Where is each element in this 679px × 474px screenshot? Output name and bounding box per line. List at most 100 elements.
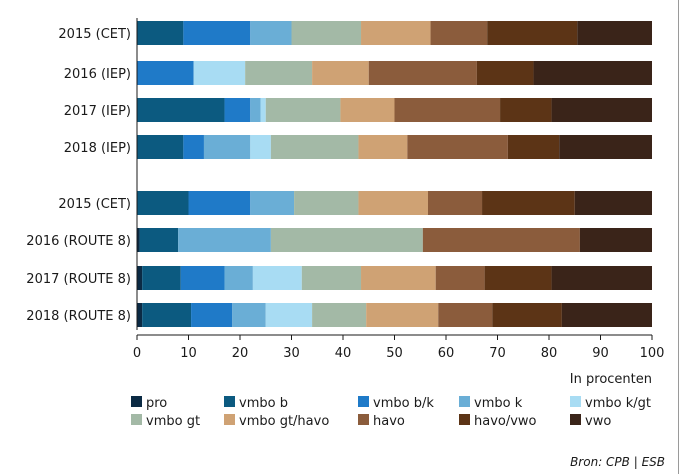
legend-label-havo: havo: [373, 414, 405, 429]
bar-segment-vmbo-b-k-row-3: [224, 98, 251, 122]
bar-segment-vmbo-gt-row-3: [265, 98, 341, 122]
legend-label-havo-vwo: havo/vwo: [474, 414, 537, 429]
bar-segment-havo-row-1: [430, 21, 488, 45]
legend-label-vmbo-gt-havo: vmbo gt/havo: [239, 414, 329, 429]
bar-segment-vmbo-b-k-row-5: [188, 191, 251, 215]
bar-segment-vwo-row-5: [574, 191, 652, 215]
bar-segment-vmbo-b-row-1: [137, 21, 184, 45]
bar-segment-vmbo-gt-havo-row-1: [361, 21, 431, 45]
legend-swatch-vmbo-b: [224, 396, 235, 407]
x-tick-label-10: 10: [180, 346, 197, 361]
legend-swatch-vwo: [570, 414, 581, 425]
legend-item-vmbo-k: vmbo k: [459, 396, 523, 411]
bar-segment-vwo-row-8: [561, 303, 652, 327]
bar-segment-havo-row-3: [394, 98, 501, 122]
legend-label-vmbo-b-k: vmbo b/k: [373, 396, 434, 411]
x-tick-label-90: 90: [592, 346, 609, 361]
bar-segment-vmbo-k-gt-row-7: [252, 266, 302, 290]
bar-segment-havo-row-5: [427, 191, 483, 215]
category-label-row-8: 2018 (ROUTE 8): [26, 309, 131, 324]
legend-item-vmbo-gt: vmbo gt: [131, 414, 200, 429]
bar-segment-vmbo-gt-havo-row-8: [366, 303, 439, 327]
bar-segment-vmbo-k-row-1: [250, 21, 292, 45]
legend-swatch-vmbo-gt-havo: [224, 414, 235, 425]
legend-label-vmbo-gt: vmbo gt: [146, 414, 200, 429]
bar-segment-havo-vwo-row-8: [492, 303, 562, 327]
bar-segment-havo-vwo-row-7: [484, 266, 552, 290]
bar-segment-vwo-row-6: [579, 228, 652, 252]
x-axis-title: In procenten: [570, 372, 652, 387]
bar-segment-vmbo-b-row-5: [137, 191, 189, 215]
category-label-row-4: 2018 (IEP): [64, 141, 131, 156]
x-tick-label-20: 20: [232, 346, 249, 361]
legend-item-vmbo-k-gt: vmbo k/gt: [570, 396, 651, 411]
x-tick-label-70: 70: [489, 346, 506, 361]
bar-segment-vmbo-k-row-5: [250, 191, 295, 215]
bar-segment-vmbo-b-row-3: [137, 98, 225, 122]
bar-segment-havo-vwo-row-4: [507, 135, 560, 159]
bar-segment-vmbo-k-row-6: [178, 228, 271, 252]
bar-segment-pro-row-7: [137, 266, 143, 290]
legend-swatch-vmbo-b-k: [358, 396, 369, 407]
bar-segment-havo-row-6: [422, 228, 580, 252]
bar-segment-vmbo-b-k-row-2: [137, 61, 194, 85]
category-label-row-6: 2016 (ROUTE 8): [26, 234, 131, 249]
legend-swatch-pro: [131, 396, 142, 407]
bar-segment-vmbo-gt-row-4: [270, 135, 359, 159]
category-label-row-2: 2016 (IEP): [64, 67, 131, 82]
legend-label-vmbo-k: vmbo k: [474, 396, 523, 411]
legend-label-pro: pro: [146, 396, 167, 411]
bar-segment-vmbo-gt-havo-row-2: [312, 61, 369, 85]
category-label-row-7: 2017 (ROUTE 8): [26, 272, 131, 287]
x-tick-label-60: 60: [438, 346, 455, 361]
bar-segment-vmbo-k-gt-row-2: [193, 61, 246, 85]
bar-segment-vmbo-b-k-row-1: [183, 21, 251, 45]
legend-item-havo: havo: [358, 414, 405, 429]
bar-segment-vwo-row-4: [559, 135, 652, 159]
legend-swatch-vmbo-k: [459, 396, 470, 407]
bar-segment-havo-vwo-row-3: [500, 98, 552, 122]
legend-item-vmbo-b-k: vmbo b/k: [358, 396, 434, 411]
bar-segment-havo-row-8: [438, 303, 493, 327]
bar-segment-vwo-row-1: [577, 21, 652, 45]
bar-segment-vmbo-b-k-row-7: [180, 266, 225, 290]
bar-segment-pro-row-6: [137, 228, 140, 252]
x-tick-label-50: 50: [386, 346, 403, 361]
legend-label-vwo: vwo: [585, 414, 611, 429]
bar-segment-havo-row-4: [407, 135, 508, 159]
legend-item-pro: pro: [131, 396, 167, 411]
bar-segment-vmbo-b-row-4: [137, 135, 184, 159]
bar-segment-pro-row-8: [137, 303, 143, 327]
bar-segment-vmbo-b-row-6: [139, 228, 179, 252]
bar-segment-vmbo-gt-row-5: [294, 191, 359, 215]
bar-segment-vmbo-k-row-4: [203, 135, 251, 159]
legend-swatch-havo-vwo: [459, 414, 470, 425]
bar-segment-vmbo-k-gt-row-4: [250, 135, 271, 159]
legend-label-vmbo-b: vmbo b: [239, 396, 288, 411]
x-tick-label-80: 80: [541, 346, 558, 361]
bar-segment-havo-vwo-row-5: [482, 191, 575, 215]
bar-segment-vwo-row-7: [551, 266, 652, 290]
bars-layer: [136, 18, 652, 330]
category-labels: 2015 (CET) 2016 (IEP) 2017 (IEP) 2018 (IEP)…: [26, 27, 131, 324]
bar-segment-vmbo-gt-havo-row-4: [358, 135, 408, 159]
bar-segment-vmbo-k-gt-row-3: [260, 98, 266, 122]
x-axis: 0 10 20 30 40 50 60 70 80 90 100: [133, 334, 664, 361]
category-label-row-3: 2017 (IEP): [64, 104, 131, 119]
bar-segment-vmbo-gt-row-8: [312, 303, 367, 327]
bar-segment-havo-vwo-row-2: [476, 61, 534, 85]
legend-label-vmbo-k-gt: vmbo k/gt: [585, 396, 651, 411]
bar-segment-vmbo-k-row-8: [232, 303, 266, 327]
bar-segment-vmbo-b-row-8: [142, 303, 192, 327]
bar-segment-vmbo-gt-row-7: [301, 266, 362, 290]
legend-swatch-vmbo-gt: [131, 414, 142, 425]
bar-segment-vmbo-gt-havo-row-5: [358, 191, 428, 215]
legend-swatch-vmbo-k-gt: [570, 396, 581, 407]
bar-segment-havo-vwo-row-1: [487, 21, 578, 45]
bar-segment-vmbo-k-row-3: [250, 98, 261, 122]
legend: pro vmbo b vmbo b/k vmbo k vmbo k/gt vmbo gt v…: [131, 396, 651, 429]
bar-segment-vmbo-gt-row-6: [270, 228, 423, 252]
bar-segment-vmbo-gt-havo-row-7: [361, 266, 436, 290]
bar-segment-vmbo-gt-row-2: [245, 61, 313, 85]
